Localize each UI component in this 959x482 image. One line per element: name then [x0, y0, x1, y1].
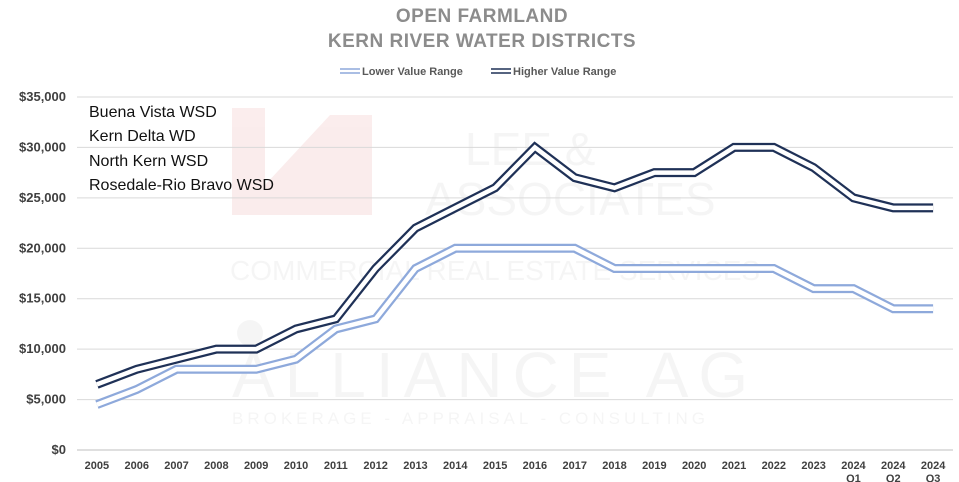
x-tick-label-part: 2024 [921, 460, 946, 472]
x-tick-label-15: 2020 [682, 460, 706, 472]
x-tick-label-20: 2024 Q2 [881, 460, 906, 482]
watermark-logo-mark [232, 108, 372, 215]
x-tick-label-part: 2019 [642, 460, 666, 472]
series-lines [95, 141, 934, 409]
watermark-logo: LEE & ASSOCIATES COMMERCIAL REAL ESTATE … [230, 108, 760, 428]
x-tick-label-21: 2024 Q3 [921, 460, 946, 482]
x-tick-label-part: 2008 [204, 460, 228, 472]
x-tick-label-part: Q2 [886, 473, 901, 482]
x-tick-label-part: 2009 [244, 460, 268, 472]
legend-item-higher: Higher Value Range [491, 66, 616, 78]
x-tick-label-part: 2015 [483, 460, 507, 472]
x-tick-label-part: 2006 [124, 460, 148, 472]
x-tick-label-part: Q1 [846, 473, 861, 482]
series-line-inner-0 [96, 246, 934, 407]
y-tick-label-7: $35,000 [19, 89, 66, 104]
x-tick-label-11: 2016 [523, 460, 547, 472]
legend: Lower Value Range Higher Value Range [340, 66, 616, 78]
y-tick-label-0: $0 [52, 442, 66, 457]
x-tick-label-8: 2013 [403, 460, 427, 472]
x-tick-label-part: 2023 [801, 460, 825, 472]
x-tick-label-9: 2014 [443, 460, 468, 472]
x-tick-label-18: 2023 [801, 460, 825, 472]
annotation-line-4: Rosedale-Rio Bravo WSD [89, 177, 274, 194]
series-0 [95, 243, 934, 409]
series-1 [95, 141, 934, 389]
watermark-line-4: ALLIANCE AG [232, 339, 758, 411]
legend-item-lower: Lower Value Range [340, 66, 463, 78]
annotation-line-1: Buena Vista WSD [89, 104, 217, 121]
series-line-inner-1 [96, 144, 934, 387]
chart-title-line-1: OPEN FARMLAND [396, 6, 568, 27]
x-tick-label-7: 2012 [363, 460, 387, 472]
y-tick-label-3: $15,000 [19, 291, 66, 306]
x-tick-label-1: 2006 [124, 460, 148, 472]
annotation-line-3: North Kern WSD [89, 153, 208, 170]
x-tick-label-3: 2008 [204, 460, 228, 472]
watermark-dot [237, 320, 263, 346]
x-tick-label-12: 2017 [562, 460, 586, 472]
district-annotation: Buena Vista WSD Kern Delta WD North Kern… [89, 104, 274, 194]
legend-label-lower: Lower Value Range [362, 66, 463, 78]
x-tick-label-16: 2021 [722, 460, 746, 472]
x-tick-label-13: 2018 [602, 460, 626, 472]
x-tick-label-part: 2024 [841, 460, 866, 472]
y-tick-label-4: $20,000 [19, 240, 66, 255]
annotation-line-2: Kern Delta WD [89, 128, 196, 145]
x-tick-label-part: 2018 [602, 460, 626, 472]
x-tick-label-part: 2016 [523, 460, 547, 472]
x-axis: 2005 2006 2007 2008 2009 2010 2011 2012 2013 2014… [77, 449, 953, 482]
x-tick-label-part: 2007 [164, 460, 188, 472]
x-tick-label-part: 2010 [284, 460, 308, 472]
x-tick-label-part: 2022 [762, 460, 786, 472]
x-tick-label-14: 2019 [642, 460, 666, 472]
x-tick-label-2: 2007 [164, 460, 188, 472]
x-tick-label-5: 2010 [284, 460, 308, 472]
x-tick-label-part: 2005 [85, 460, 109, 472]
x-tick-label-17: 2022 [762, 460, 786, 472]
y-tick-label-5: $25,000 [19, 190, 66, 205]
y-tick-label-1: $5,000 [26, 392, 66, 407]
y-axis: $0 $5,000 $10,000 $15,000 $20,000 $25,000 $30,… [19, 89, 66, 457]
x-tick-label-4: 2009 [244, 460, 268, 472]
y-tick-label-2: $10,000 [19, 341, 66, 356]
watermark-line-5: BROKERAGE - APPRAISAL - CONSULTING [232, 409, 709, 428]
x-tick-label-part: Q3 [926, 473, 941, 482]
x-tick-label-part: 2020 [682, 460, 706, 472]
x-tick-label-part: 2014 [443, 460, 468, 472]
legend-label-higher: Higher Value Range [513, 66, 616, 78]
x-tick-label-19: 2024 Q1 [841, 460, 866, 482]
x-tick-label-10: 2015 [483, 460, 507, 472]
x-tick-label-part: 2017 [562, 460, 586, 472]
chart-title-line-2: KERN RIVER WATER DISTRICTS [328, 31, 636, 52]
x-tick-label-part: 2011 [324, 460, 348, 472]
x-tick-label-part: 2021 [722, 460, 746, 472]
x-tick-label-part: 2012 [363, 460, 387, 472]
x-tick-label-part: 2013 [403, 460, 427, 472]
x-tick-label-0: 2005 [85, 460, 109, 472]
x-tick-label-6: 2011 [324, 460, 348, 472]
y-tick-label-6: $30,000 [19, 139, 66, 154]
x-tick-label-part: 2024 [881, 460, 906, 472]
